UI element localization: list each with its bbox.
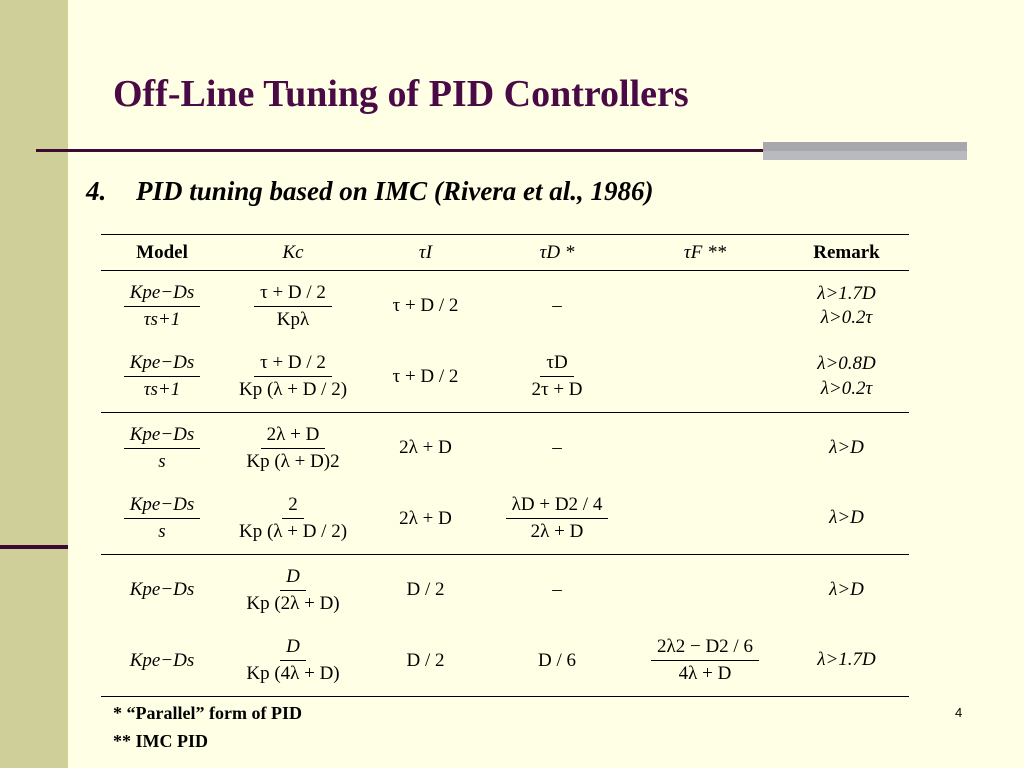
tau-f-fraction: 2λ2 − D2 / 6 4λ + D — [651, 636, 759, 685]
imc-tuning-table: Model Kc τI τD * τF ** Remark Kpe−Ds τs+1… — [101, 234, 909, 697]
tau-d-cell: D / 6 — [488, 625, 626, 697]
page-number: 4 — [955, 705, 963, 720]
tau-d-cell: – — [552, 437, 562, 459]
sidebar-band — [0, 0, 68, 768]
tau-d-cell: – — [552, 295, 562, 317]
tau-f-cell — [626, 341, 784, 413]
table-header-row: Model Kc τI τD * τF ** Remark — [101, 234, 909, 271]
remark-cell: λ>1.7D λ>0.2τ — [817, 282, 876, 329]
title-accent-bar — [763, 142, 967, 162]
tau-d-cell: – — [552, 579, 562, 601]
kc-fraction: D Kp (4λ + D) — [246, 636, 340, 685]
remark-cell: λ>D — [829, 436, 864, 458]
header-tau-d: τD * — [488, 234, 626, 271]
tau-i-cell: τ + D / 2 — [363, 341, 488, 413]
footnote-imc: ** IMC PID — [113, 731, 208, 751]
header-model: Model — [101, 234, 223, 271]
tau-i-cell: D / 2 — [363, 625, 488, 697]
kc-fraction: D Kp (2λ + D) — [246, 565, 340, 614]
remark-cell: λ>0.8D λ>0.2τ — [784, 341, 909, 413]
sidebar-rule — [0, 545, 68, 549]
kc-fraction: 2 Kp (λ + D / 2) — [238, 494, 348, 543]
model-fraction: Kpe−Ds τs+1 — [123, 352, 201, 401]
table-row: Kpe−Ds τs+1 τ + D / 2 Kp (λ + D / 2) τ + D… — [101, 341, 909, 413]
tau-d-fraction: λD + D2 / 4 2λ + D — [505, 494, 609, 543]
subtitle-number: 4. — [86, 176, 107, 206]
slide-title: Off-Line Tuning of PID Controllers — [113, 73, 689, 115]
kc-fraction: τ + D / 2 Kpλ — [254, 282, 332, 331]
table-row: Kpe−Ds D Kp (2λ + D) D / 2 – λ>D — [101, 555, 909, 626]
model-fraction: Kpe−Ds s — [123, 494, 201, 543]
subtitle-text: PID tuning based on IMC (Rivera et al., … — [136, 176, 654, 206]
remark-cell: λ>1.7D — [784, 625, 909, 697]
tau-i-cell: 2λ + D — [399, 437, 452, 459]
kc-fraction: 2λ + D Kp (λ + D)2 — [246, 423, 340, 472]
header-tau-i: τI — [363, 234, 488, 271]
header-tau-f: τF ** — [626, 234, 784, 271]
tau-i-cell: D / 2 — [406, 579, 445, 601]
remark-cell: λ>D — [829, 578, 864, 600]
remark-cell: λ>D — [784, 483, 909, 555]
tau-f-cell — [626, 413, 784, 484]
model-fraction: Kpe−Ds τs+1 — [123, 282, 201, 331]
model-cell: Kpe−Ds — [129, 579, 195, 601]
tau-d-fraction: τD 2τ + D — [531, 352, 583, 401]
table-row: Kpe−Ds τs+1 τ + D / 2 Kpλ τ + D / 2 – λ>1.… — [101, 271, 909, 342]
model-cell: Kpe−Ds — [101, 625, 223, 697]
header-kc: Kc — [223, 234, 363, 271]
tau-i-cell: τ + D / 2 — [392, 295, 459, 317]
model-fraction: Kpe−Ds s — [123, 424, 201, 473]
table-row: Kpe−Ds D Kp (4λ + D) D / 2 D / 6 2λ2 − D2… — [101, 625, 909, 697]
table-row: Kpe−Ds s 2 Kp (λ + D / 2) 2λ + D λD + D2 /… — [101, 483, 909, 555]
tau-f-cell — [626, 271, 784, 342]
title-underline — [36, 149, 766, 152]
tau-f-cell — [626, 555, 784, 626]
tau-i-cell: 2λ + D — [363, 483, 488, 555]
header-remark: Remark — [784, 234, 909, 271]
tau-f-cell — [626, 483, 784, 555]
table-row: Kpe−Ds s 2λ + D Kp (λ + D)2 2λ + D – λ>D — [101, 413, 909, 484]
footnote-parallel: * “Parallel” form of PID — [113, 703, 302, 723]
slide-subtitle: 4. PID tuning based on IMC (Rivera et al.… — [86, 176, 654, 207]
kc-fraction: τ + D / 2 Kp (λ + D / 2) — [238, 352, 348, 401]
